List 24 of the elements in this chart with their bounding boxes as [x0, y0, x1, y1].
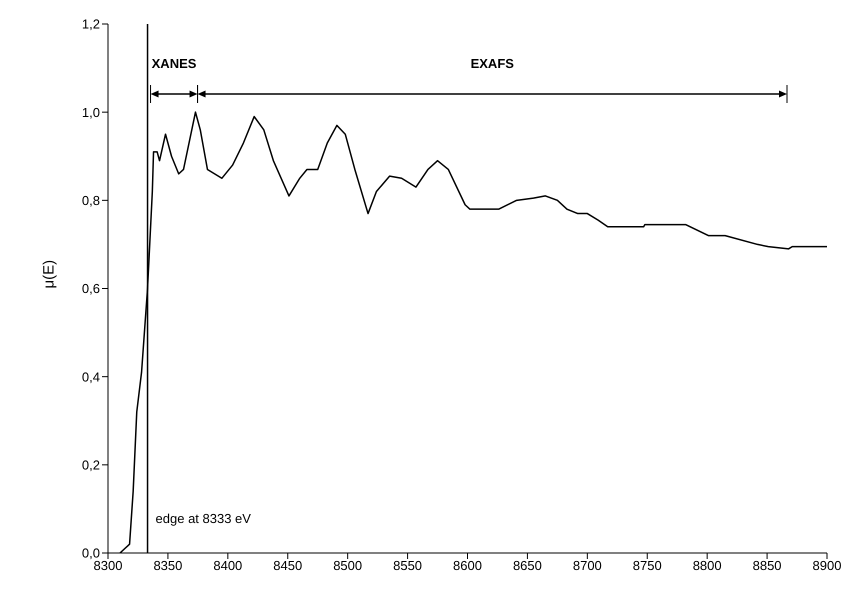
x-tick-label: 8600	[453, 558, 482, 574]
y-axis-title: μ(E)	[40, 260, 58, 288]
y-tick-label: 0,8	[82, 192, 100, 208]
x-tick-label: 8500	[333, 558, 362, 574]
x-tick-label: 8900	[812, 558, 842, 574]
x-tick-label: 8800	[692, 558, 722, 574]
y-tick-label: 0,0	[82, 546, 100, 561]
x-tick-label: 8350	[153, 558, 182, 574]
x-tick-label: 8550	[393, 558, 422, 574]
y-tick-label: 1,0	[82, 104, 100, 120]
x-tick-label: 8300	[94, 558, 122, 574]
y-tick-label: 1,2	[82, 16, 100, 32]
y-tick-label: 0,2	[82, 457, 100, 472]
annotation: EXAFS	[470, 56, 514, 71]
annotation: XANES	[152, 56, 197, 71]
y-tick-label: 0,4	[82, 369, 100, 384]
x-tick-label: 8650	[512, 558, 542, 574]
x-tick-label: 8700	[572, 558, 602, 574]
x-tick-label: 8750	[632, 558, 662, 574]
x-tick-label: 8400	[213, 558, 242, 574]
y-tick-label: 0,6	[82, 281, 100, 296]
ref-line-label: edge at 8333 eV	[156, 511, 252, 526]
x-tick-label: 8850	[752, 558, 782, 574]
x-tick-label: 8450	[273, 558, 302, 574]
